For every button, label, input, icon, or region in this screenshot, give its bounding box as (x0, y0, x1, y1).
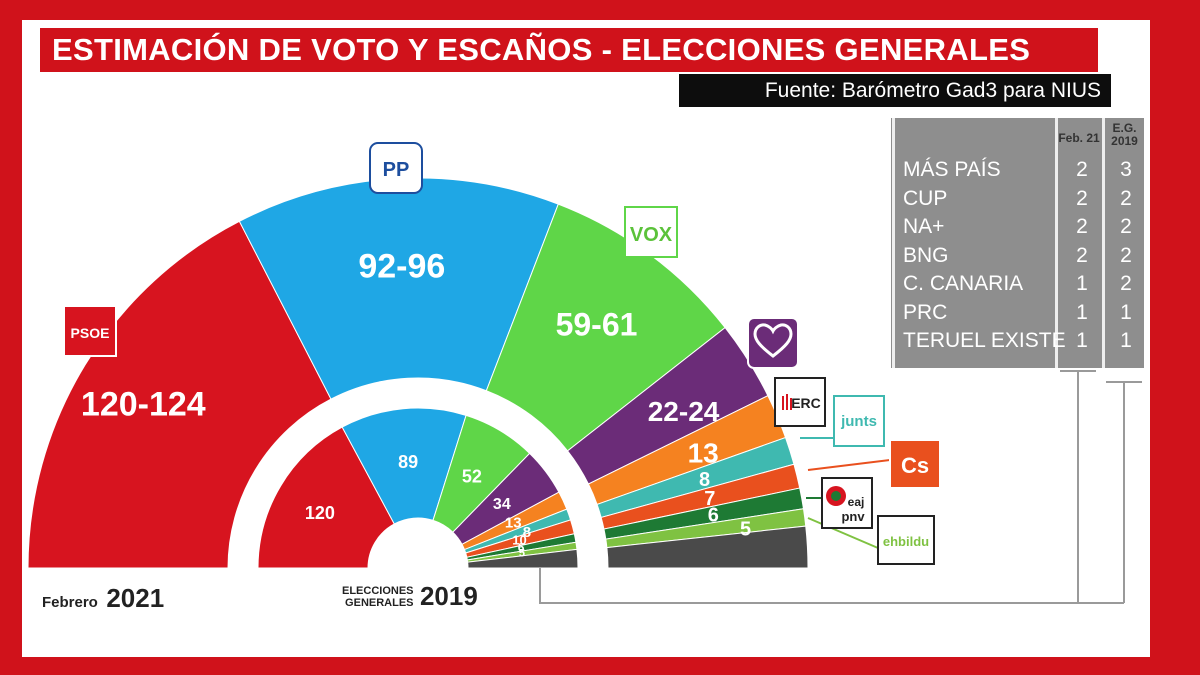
svg-text:pnv: pnv (841, 509, 865, 524)
table-value-feb21: 1 (1076, 300, 1088, 324)
table-value-eg2019: 1 (1120, 329, 1132, 352)
table-value-eg2019: 2 (1120, 215, 1132, 238)
chart-title: ESTIMACIÓN DE VOTO Y ESCAÑOS - ELECCIONE… (40, 28, 1098, 72)
inner-arc-segment-psoe (257, 426, 395, 569)
table-row: NA+ 2 2 (891, 213, 1144, 241)
svg-text:ERC: ERC (791, 395, 821, 411)
leader-lines (800, 437, 891, 549)
table-party-name: C. CANARIA (903, 272, 1024, 295)
table-row: CUP 2 2 (891, 185, 1144, 213)
inner-arc-label-unidas-podemos: 34 (493, 496, 511, 513)
cs-logo: Cs (889, 439, 941, 489)
table-value-eg2019: 2 (1120, 243, 1132, 267)
inner-arc-label-junts: 8 (523, 524, 531, 541)
footer-2021: Febrero 2021 (42, 583, 164, 614)
inner-arc-label-eh-bildu: 5 (519, 547, 525, 559)
table-value-feb21: 2 (1076, 243, 1088, 267)
outer-arc-label-unidas-podemos: 22-24 (648, 396, 720, 427)
footer-2019-year: 2019 (419, 581, 478, 611)
frame-bottom (0, 657, 1200, 675)
svg-text:ehbildu: ehbildu (883, 534, 929, 549)
table-party-name: BNG (903, 243, 949, 267)
table-value-feb21: 2 (1076, 215, 1088, 238)
other-parties-table: Feb. 21 E.G. 2019 MÁS PAÍS 2 3 CUP 2 2 NA+ 2 2 BNG… (891, 118, 1144, 368)
leader-line (807, 517, 879, 549)
seat-labels: 120-12492-9659-6122-24138765120895234138… (81, 247, 751, 559)
outer-arc-2021 (27, 177, 809, 569)
inner-arc-label-pnv: 6 (518, 540, 525, 554)
eh-bildu-logo: ehbildu (877, 515, 935, 565)
table-value-feb21: 2 (1076, 158, 1088, 181)
outer-arc-segment-pp (238, 177, 559, 400)
table-party-name: PRC (903, 300, 948, 324)
table-row: C. CANARIA 1 2 (891, 270, 1144, 298)
svg-text:VOX: VOX (630, 224, 673, 246)
outer-arc-segment-otros (606, 525, 809, 569)
leader-line (807, 459, 891, 471)
vox-logo: VOX (624, 206, 678, 258)
outer-arc-segment-psoe (27, 220, 332, 569)
outer-arc-label-erc: 13 (688, 438, 719, 469)
outer-arc-label-pp: 92-96 (358, 247, 445, 285)
table-value-feb21: 1 (1076, 272, 1088, 295)
inner-arc-label-psoe: 120 (305, 503, 335, 523)
table-party-name: CUP (903, 186, 948, 210)
table-party-name: TERUEL EXISTE (903, 329, 1066, 352)
table-value-feb21: 1 (1076, 329, 1088, 352)
table-header-feb21: Feb. 21 (1058, 131, 1100, 145)
inner-arc-2019 (257, 407, 579, 569)
svg-text:PP: PP (383, 159, 410, 181)
inner-arc-label-pp: 89 (398, 452, 418, 472)
table-party-name: MÁS PAÍS (903, 158, 1001, 181)
svg-text:eaj: eaj (848, 495, 865, 509)
footer-2021-year: 2021 (106, 583, 165, 613)
table-header-eg2019: E.G. 2019 (1111, 121, 1138, 148)
frame-left (0, 0, 22, 675)
table-row: MÁS PAÍS 2 3 (891, 156, 1144, 184)
table-bracket (539, 370, 1142, 604)
source-label: Fuente: Barómetro Gad3 para NIUS (679, 74, 1111, 107)
table-value-eg2019: 2 (1120, 272, 1132, 295)
table-value-feb21: 2 (1076, 186, 1088, 210)
outer-arc-label-vox: 59-61 (556, 306, 638, 342)
outer-arc-label-cs: 7 (704, 488, 715, 510)
outer-arc-label-eh-bildu: 5 (740, 519, 751, 541)
pp-logo: PP (369, 142, 423, 194)
svg-text:junts: junts (840, 413, 877, 430)
outer-arc-label-psoe: 120-124 (81, 386, 206, 424)
pnv-logo: eaj pnv (821, 477, 873, 529)
outer-arc-label-junts: 8 (699, 469, 710, 491)
table-value-eg2019: 1 (1120, 300, 1132, 324)
frame-right (1150, 0, 1200, 675)
junts-logo: junts (833, 395, 885, 447)
table-value-eg2019: 2 (1120, 186, 1132, 210)
outer-arc-label-pnv: 6 (708, 504, 719, 526)
table-row: PRC 1 1 (891, 299, 1144, 327)
table-row: BNG 2 2 (891, 242, 1144, 270)
inner-arc-segment-pp (341, 407, 467, 525)
footer-2021-month: Febrero (42, 594, 98, 611)
footer-2019: ELECCIONES GENERALES 2019 (342, 581, 478, 612)
erc-logo: ERC (774, 377, 826, 427)
unidas-podemos-logo (747, 317, 799, 369)
psoe-logo: PSOE (63, 305, 117, 357)
table-row: TERUEL EXISTE 1 1 (891, 327, 1144, 355)
inner-arc-segment-otros (467, 548, 579, 569)
svg-text:Cs: Cs (901, 453, 929, 478)
table-value-eg2019: 3 (1120, 158, 1132, 181)
footer-2019-label: ELECCIONES GENERALES (342, 584, 414, 609)
inner-arc-label-erc: 13 (505, 515, 522, 532)
inner-arc-label-vox: 52 (462, 467, 482, 487)
table-party-name: NA+ (903, 215, 945, 238)
frame-top (0, 0, 1200, 20)
svg-text:PSOE: PSOE (71, 325, 110, 341)
inner-arc-label-cs: 10 (512, 532, 526, 547)
